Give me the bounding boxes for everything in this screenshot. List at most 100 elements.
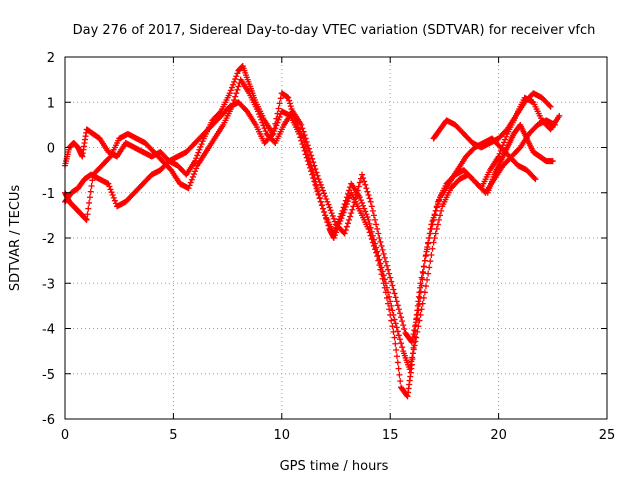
data-point-marker xyxy=(303,138,310,145)
data-point-marker xyxy=(438,207,445,214)
data-point-marker xyxy=(434,221,441,228)
data-point-marker xyxy=(414,311,421,318)
data-point-marker xyxy=(275,116,282,123)
data-point-marker xyxy=(385,266,392,273)
x-tick-label: 5 xyxy=(169,428,177,443)
y-tick-label: -4 xyxy=(42,323,55,338)
data-point-marker xyxy=(428,221,435,228)
data-point-marker xyxy=(549,158,556,165)
data-point-marker xyxy=(88,182,95,189)
data-point-marker xyxy=(431,235,438,241)
data-point-marker xyxy=(315,176,322,183)
data-point-marker xyxy=(317,198,324,205)
data-point-marker xyxy=(424,244,431,251)
data-point-marker xyxy=(314,172,321,179)
data-point-marker xyxy=(361,205,368,212)
data-point-marker xyxy=(429,245,436,252)
data-point-marker xyxy=(305,161,312,168)
data-point-marker xyxy=(186,182,193,189)
data-point-marker xyxy=(87,188,94,195)
data-point-marker xyxy=(185,185,192,192)
data-point-marker xyxy=(369,232,376,239)
data-point-marker xyxy=(302,151,309,158)
data-point-marker xyxy=(331,227,338,234)
data-point-marker xyxy=(262,128,269,135)
data-point-marker xyxy=(228,84,235,91)
data-point-marker xyxy=(502,136,509,143)
y-tick-label: -3 xyxy=(42,277,55,292)
data-point-marker xyxy=(342,197,349,204)
data-point-marker xyxy=(83,216,90,223)
data-point-marker xyxy=(382,258,389,265)
data-point-marker xyxy=(430,239,437,246)
data-point-marker xyxy=(437,212,444,219)
data-point-marker xyxy=(341,230,348,237)
data-point-marker xyxy=(317,181,324,188)
data-point-marker xyxy=(383,284,390,291)
data-point-marker xyxy=(395,332,402,339)
y-tick-label: -6 xyxy=(42,413,55,428)
data-point-marker xyxy=(387,298,394,305)
data-point-marker xyxy=(231,78,238,85)
data-point-marker xyxy=(318,202,325,209)
data-point-marker xyxy=(232,76,239,83)
data-point-marker xyxy=(369,207,376,214)
data-point-marker xyxy=(380,250,387,257)
data-point-marker xyxy=(368,228,375,235)
data-point-marker xyxy=(363,185,370,192)
data-point-marker xyxy=(304,142,311,149)
data-point-marker xyxy=(343,194,350,201)
data-point-marker xyxy=(348,210,355,217)
data-point-marker xyxy=(421,257,428,264)
data-point-marker xyxy=(198,141,205,148)
data-point-marker xyxy=(338,210,345,217)
data-point-marker xyxy=(387,274,394,281)
data-point-marker xyxy=(286,100,293,107)
data-point-marker xyxy=(299,125,306,132)
data-series xyxy=(430,90,554,151)
data-point-marker xyxy=(303,154,310,161)
data-point-marker xyxy=(428,251,435,258)
data-point-marker xyxy=(256,111,263,118)
data-point-marker xyxy=(391,316,398,323)
data-point-marker xyxy=(390,286,397,293)
data-point-marker xyxy=(316,179,323,186)
data-point-marker xyxy=(427,258,434,265)
data-point-marker xyxy=(308,152,315,159)
data-point-marker xyxy=(360,175,367,182)
data-point-marker xyxy=(383,262,390,269)
data-point-marker xyxy=(86,194,93,201)
data-point-marker xyxy=(429,218,436,225)
data-point-marker xyxy=(319,187,326,194)
data-point-marker xyxy=(394,328,401,335)
data-point-marker xyxy=(195,149,202,156)
y-tick-label: 2 xyxy=(47,51,55,66)
data-point-marker xyxy=(321,208,328,215)
data-point-marker xyxy=(309,155,316,162)
data-point-marker xyxy=(379,268,386,275)
data-point-marker xyxy=(287,103,294,110)
data-point-marker xyxy=(397,378,404,385)
data-point-marker xyxy=(546,102,553,109)
data-point-marker xyxy=(375,230,382,237)
data-point-marker xyxy=(393,324,400,331)
data-point-marker xyxy=(386,293,393,300)
data-point-marker xyxy=(400,322,407,329)
data-point-marker xyxy=(388,302,395,309)
data-point-marker xyxy=(275,105,282,112)
data-point-marker xyxy=(85,205,92,212)
data-series xyxy=(484,121,556,196)
y-axis: -6 -5 -4 -3 -2 -1 0 1 2 xyxy=(42,51,607,428)
data-point-marker xyxy=(330,230,337,237)
data-point-marker xyxy=(328,210,335,217)
data-point-marker xyxy=(423,248,430,255)
data-series xyxy=(62,76,539,346)
data-point-marker xyxy=(432,207,439,214)
data-point-marker xyxy=(235,83,242,90)
data-point-marker xyxy=(431,211,438,218)
data-point-marker xyxy=(411,342,418,349)
data-point-marker xyxy=(312,165,319,172)
data-point-marker xyxy=(196,146,203,153)
data-point-marker xyxy=(382,280,389,287)
data-point-marker xyxy=(312,181,319,188)
